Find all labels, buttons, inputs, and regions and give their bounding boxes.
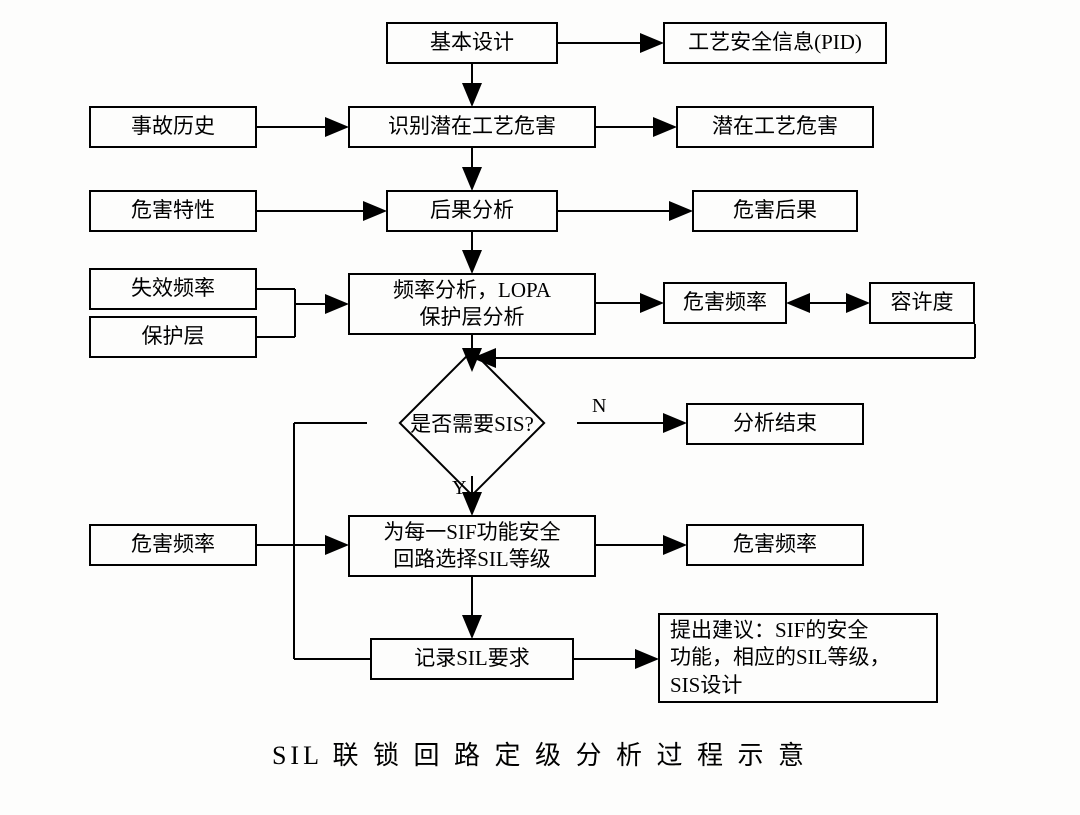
node-label: 事故历史 xyxy=(131,113,215,140)
node-identify-hazard: 识别潜在工艺危害 xyxy=(348,106,596,148)
node-label: 危害频率 xyxy=(131,531,215,558)
node-hazard-freq-1: 危害频率 xyxy=(663,282,787,324)
node-hazard-freq-3: 危害频率 xyxy=(686,524,864,566)
node-sil-select: 为每一SIF功能安全 回路选择SIL等级 xyxy=(348,515,596,577)
node-potential-hazard: 潜在工艺危害 xyxy=(676,106,874,148)
node-tolerance: 容许度 xyxy=(869,282,975,324)
node-label: 危害后果 xyxy=(733,197,817,224)
node-label: 提出建议：SIF的安全 功能，相应的SIL等级， SIS设计 xyxy=(670,617,891,699)
node-label: 危害频率 xyxy=(733,531,817,558)
decision-diamond xyxy=(398,349,545,496)
node-suggestions: 提出建议：SIF的安全 功能，相应的SIL等级， SIS设计 xyxy=(658,613,938,703)
node-label: 后果分析 xyxy=(430,197,514,224)
node-protection-layer: 保护层 xyxy=(89,316,257,358)
node-label: 危害频率 xyxy=(683,289,767,316)
node-label: 基本设计 xyxy=(430,29,514,56)
node-label: 频率分析，LOPA 保护层分析 xyxy=(393,277,551,332)
node-hazard-property: 危害特性 xyxy=(89,190,257,232)
node-record-sil: 记录SIL要求 xyxy=(370,638,574,680)
diagram-caption: SIL 联 锁 回 路 定 级 分 析 过 程 示 意 xyxy=(270,735,810,772)
node-label: 容许度 xyxy=(891,289,954,316)
node-basic-design: 基本设计 xyxy=(386,22,558,64)
node-label: 分析结束 xyxy=(733,410,817,437)
node-label: 危害特性 xyxy=(131,197,215,224)
node-hazard-result: 危害后果 xyxy=(692,190,858,232)
node-label: 为每一SIF功能安全 回路选择SIL等级 xyxy=(383,519,560,574)
node-failure-freq: 失效频率 xyxy=(89,268,257,310)
node-label: 保护层 xyxy=(142,323,205,350)
node-label: 工艺安全信息(PID) xyxy=(688,29,862,56)
node-label: 识别潜在工艺危害 xyxy=(388,113,556,140)
decision-label-n: N xyxy=(592,395,606,418)
decision-label-y: Y xyxy=(452,477,466,500)
node-consequence: 后果分析 xyxy=(386,190,558,232)
node-pid: 工艺安全信息(PID) xyxy=(663,22,887,64)
node-hazard-freq-2: 危害频率 xyxy=(89,524,257,566)
node-label: 失效频率 xyxy=(131,275,215,302)
node-label: 潜在工艺危害 xyxy=(712,113,838,140)
node-analysis-end: 分析结束 xyxy=(686,403,864,445)
node-label: 记录SIL要求 xyxy=(414,645,530,672)
node-accident-history: 事故历史 xyxy=(89,106,257,148)
node-lopa: 频率分析，LOPA 保护层分析 xyxy=(348,273,596,335)
